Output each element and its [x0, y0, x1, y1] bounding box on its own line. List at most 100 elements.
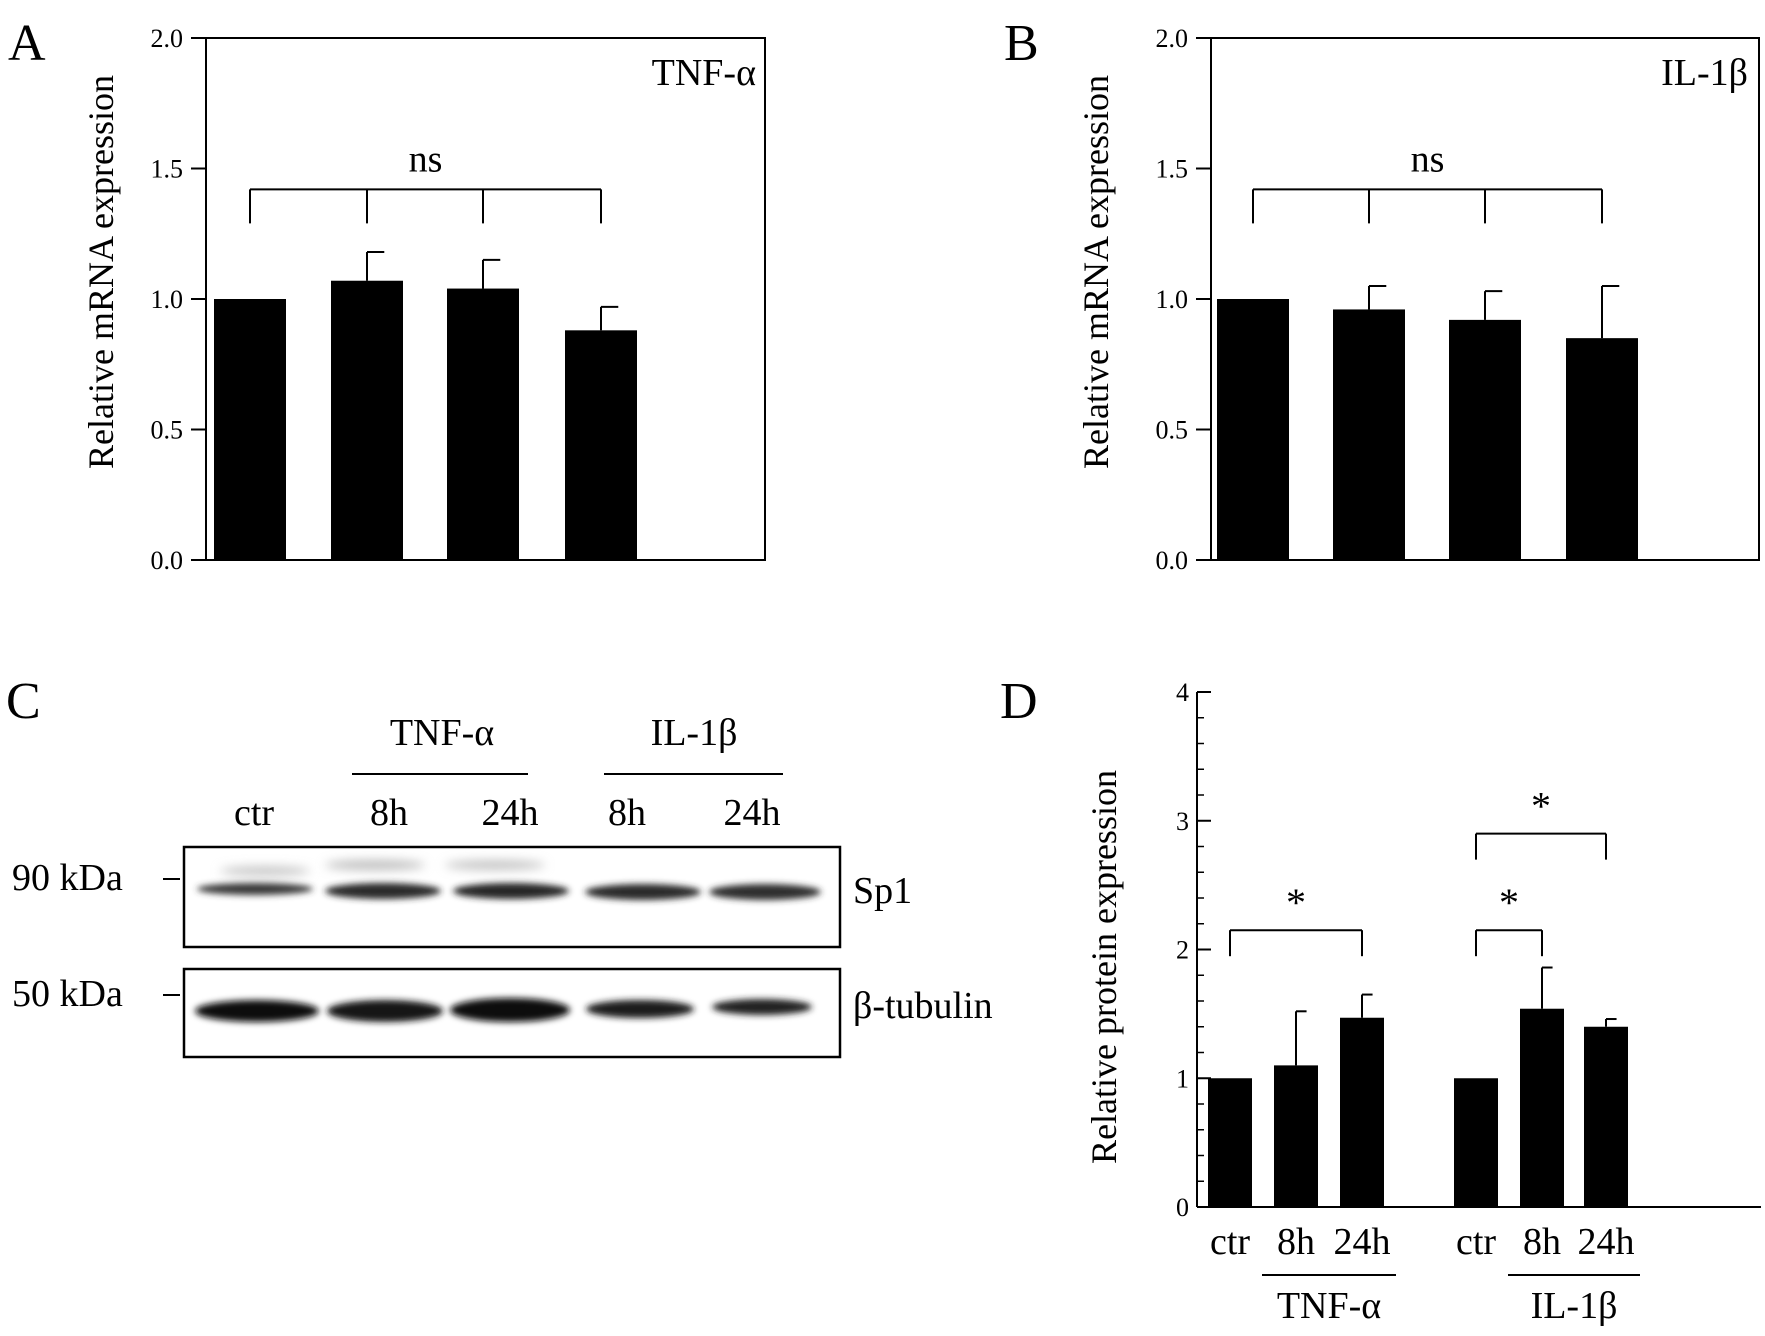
blot-band: [586, 1000, 694, 1018]
panel-b-bars: [1217, 284, 1638, 560]
x-tick-label: 8h: [1523, 1221, 1561, 1263]
y-tick-label: 2.0: [1156, 24, 1189, 53]
blot-marker-90kda: 90 kDa: [12, 857, 123, 899]
blot-group-label-il1b: IL-1β: [651, 712, 738, 754]
panel-b-annotation: IL-1β: [1661, 52, 1748, 94]
panel-b-label: B: [1004, 15, 1039, 72]
blot-lane-label: 24h: [482, 792, 539, 834]
panel-a-y-ticks: 0.0 0.5 1.0 1.5 2.0: [151, 24, 206, 575]
panel-a-chart: A Relative mRNA expression TNF-α 0.0 0.5 1…: [8, 15, 766, 575]
bar: [1454, 1078, 1498, 1207]
panel-d-bars: [1208, 966, 1628, 1207]
blot-band: [445, 860, 545, 870]
blot-group-label-tnf: TNF-α: [390, 712, 494, 754]
y-tick-label: 0: [1176, 1193, 1189, 1222]
panel-a-plot-frame: [205, 37, 766, 561]
panel-b-significance: ns: [1252, 138, 1603, 224]
significance-label: ns: [409, 138, 443, 180]
panel-b-plot-frame: [1210, 37, 1760, 561]
bar: [1584, 1026, 1628, 1207]
blot-protein-tubulin: β-tubulin: [853, 985, 993, 1027]
group-label: TNF-α: [1277, 1285, 1381, 1327]
panel-d-group-labels: TNF-α IL-1β: [1262, 1274, 1640, 1327]
x-tick-label: 24 h: [566, 502, 636, 547]
y-tick-label: 0.5: [151, 416, 184, 445]
blot-band: [585, 884, 701, 900]
y-tick-label: 0.0: [1156, 546, 1189, 575]
blot-band: [325, 860, 425, 870]
bar: [1520, 1008, 1564, 1207]
group-label: IL-1β: [1531, 1285, 1618, 1327]
x-tick-label: ctr: [1232, 502, 1274, 547]
bar: [565, 330, 637, 560]
bar: [1274, 1065, 1318, 1207]
panel-a-significance: ns: [249, 138, 602, 224]
tubulin-blot-strip: [182, 967, 842, 1059]
y-tick-label: 1.0: [1156, 285, 1189, 314]
bar: [214, 299, 286, 560]
blot-band: [220, 866, 310, 876]
panel-c-label: C: [6, 673, 41, 730]
y-tick-label: 1.0: [151, 285, 184, 314]
panel-a-label: A: [8, 15, 46, 72]
panel-a-y-axis-label: Relative mRNA expression: [81, 75, 121, 469]
bar: [1340, 1017, 1384, 1207]
bar: [447, 288, 519, 560]
y-tick-label: 1.5: [151, 155, 184, 184]
panel-b-x-labels: ctr 4 h 8 h 24 h: [1232, 502, 1637, 547]
blot-lane-label: 8h: [370, 792, 408, 834]
panel-a-annotation: TNF-α: [652, 52, 756, 94]
x-tick-label: 8 h: [1460, 502, 1510, 547]
blot-band: [453, 883, 569, 899]
panel-a-x-labels: ctr 4 h 8 h 24 h: [229, 502, 636, 547]
y-tick-label: 2.0: [151, 24, 184, 53]
blot-lane-label: 8h: [608, 792, 646, 834]
blot-marker-50kda: 50 kDa: [12, 973, 123, 1015]
y-tick-label: 0.0: [151, 546, 184, 575]
x-tick-label: ctr: [229, 502, 271, 547]
y-tick-label: 4: [1176, 678, 1189, 707]
panel-d-significance: * * *: [1229, 784, 1607, 957]
bar: [1208, 1078, 1252, 1207]
panel-a-bars: [214, 251, 637, 560]
panel-d-y-axis-label: Relative protein expression: [1084, 770, 1124, 1164]
x-tick-label: 8h: [1277, 1221, 1315, 1263]
panel-d-chart: D Relative protein expression 0 1 2 3 4 * ** …: [1000, 673, 1761, 1327]
x-tick-label: ctr: [1456, 1221, 1496, 1263]
x-tick-label: 8 h: [458, 502, 508, 547]
y-tick-label: 1.5: [1156, 155, 1189, 184]
y-tick-label: 2: [1176, 936, 1189, 965]
panel-b-y-axis-label: Relative mRNA expression: [1076, 75, 1116, 469]
bar: [1333, 309, 1405, 560]
panel-d-label: D: [1000, 673, 1038, 730]
significance-label: *: [1286, 880, 1306, 925]
x-tick-label: 24h: [1578, 1221, 1635, 1263]
y-tick-label: 3: [1176, 807, 1189, 836]
panel-b-chart: B Relative mRNA expression IL-1β 0.0 0.5 1…: [1004, 15, 1760, 575]
bar: [331, 280, 403, 560]
blot-band: [712, 999, 812, 1015]
x-tick-label: 24 h: [1567, 502, 1637, 547]
sp1-blot-strip: [182, 845, 842, 949]
blot-lane-label: 24h: [724, 792, 781, 834]
x-tick-label: ctr: [1210, 1221, 1250, 1263]
blot-lane-label: ctr: [234, 792, 274, 834]
panel-d-y-ticks: 0 1 2 3 4: [1176, 678, 1211, 1222]
y-tick-label: 0.5: [1156, 416, 1189, 445]
blot-band: [195, 1000, 319, 1022]
significance-label: *: [1499, 880, 1519, 925]
bar: [1566, 338, 1638, 560]
x-tick-label: 4 h: [1344, 502, 1394, 547]
x-tick-label: 24h: [1334, 1221, 1391, 1263]
x-tick-label: 4 h: [342, 502, 392, 547]
bar: [1449, 319, 1521, 560]
bar: [1217, 299, 1289, 560]
significance-label: *: [1531, 784, 1551, 829]
blot-protein-sp1: Sp1: [853, 870, 912, 912]
significance-label: ns: [1411, 138, 1445, 180]
blot-band: [325, 883, 441, 899]
blot-band: [327, 1000, 443, 1022]
panel-d-x-labels: ctr 8h 24h ctr 8h 24h: [1210, 1221, 1635, 1263]
blot-band: [197, 883, 313, 895]
